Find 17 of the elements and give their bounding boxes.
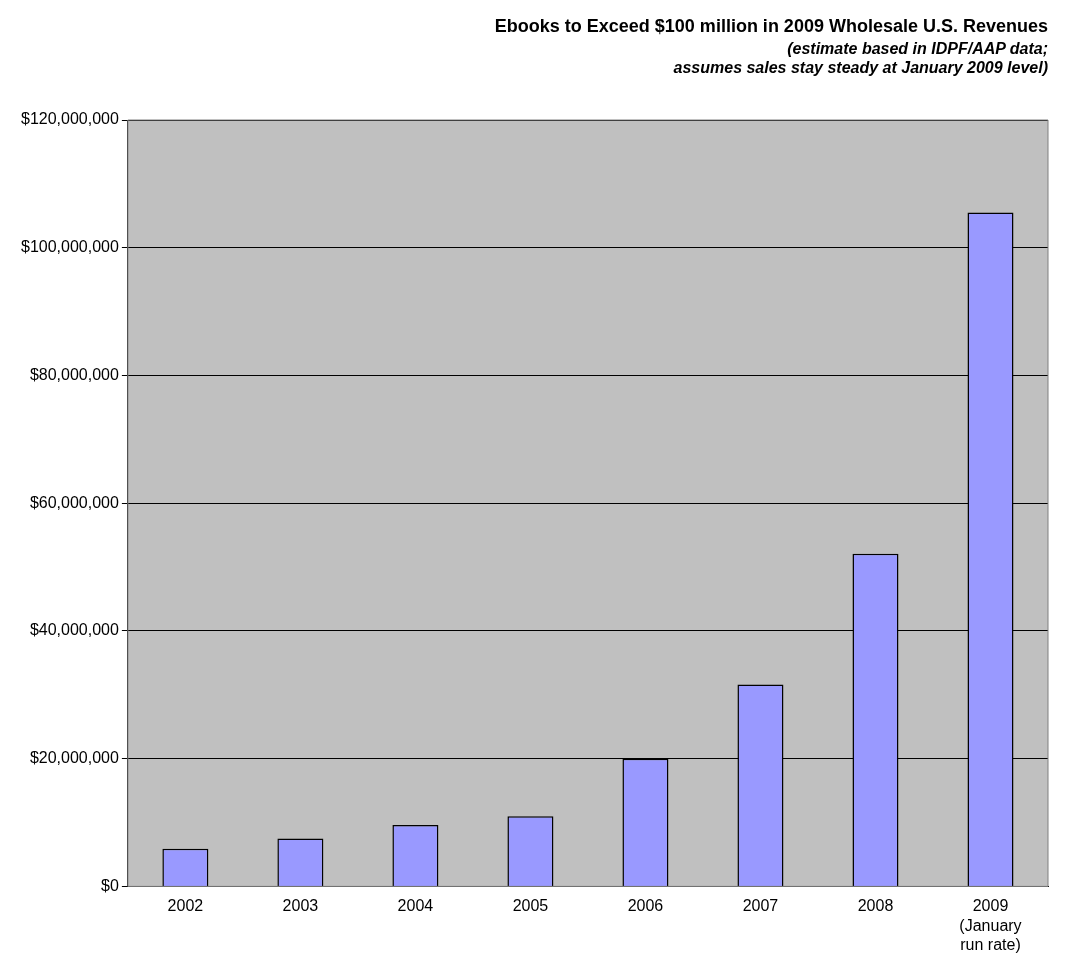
x-tick-label: 2002 xyxy=(167,897,204,915)
x-tick-label: 2003 xyxy=(282,897,319,915)
y-tick-label: $100,000,000 xyxy=(21,238,119,256)
chart-subtitle: (estimate based in IDPF/AAP data; assumes sales stay steady at January 2009 level) xyxy=(673,39,1048,76)
y-tick-label: $80,000,000 xyxy=(29,365,119,383)
y-tick-label: $120,000,000 xyxy=(21,110,119,128)
x-tick-label: 2007 xyxy=(742,897,779,915)
x-tick-label: 2005 xyxy=(512,897,549,915)
x-tick-label: 2004 xyxy=(397,897,434,915)
y-tick-label: $60,000,000 xyxy=(29,493,119,511)
chart-title: Ebooks to Exceed $100 million in 2009 Wholesale U.S. Revenues xyxy=(494,15,1048,36)
x-tick-label: 2006 xyxy=(627,897,664,915)
y-tick-label: $20,000,000 xyxy=(29,749,119,767)
y-tick-label: $40,000,000 xyxy=(29,621,119,639)
x-tick-label: 2008 xyxy=(857,897,894,915)
x-tick-label: 2009 (January run rate) xyxy=(959,897,1022,953)
y-tick-label: $0 xyxy=(101,876,119,894)
